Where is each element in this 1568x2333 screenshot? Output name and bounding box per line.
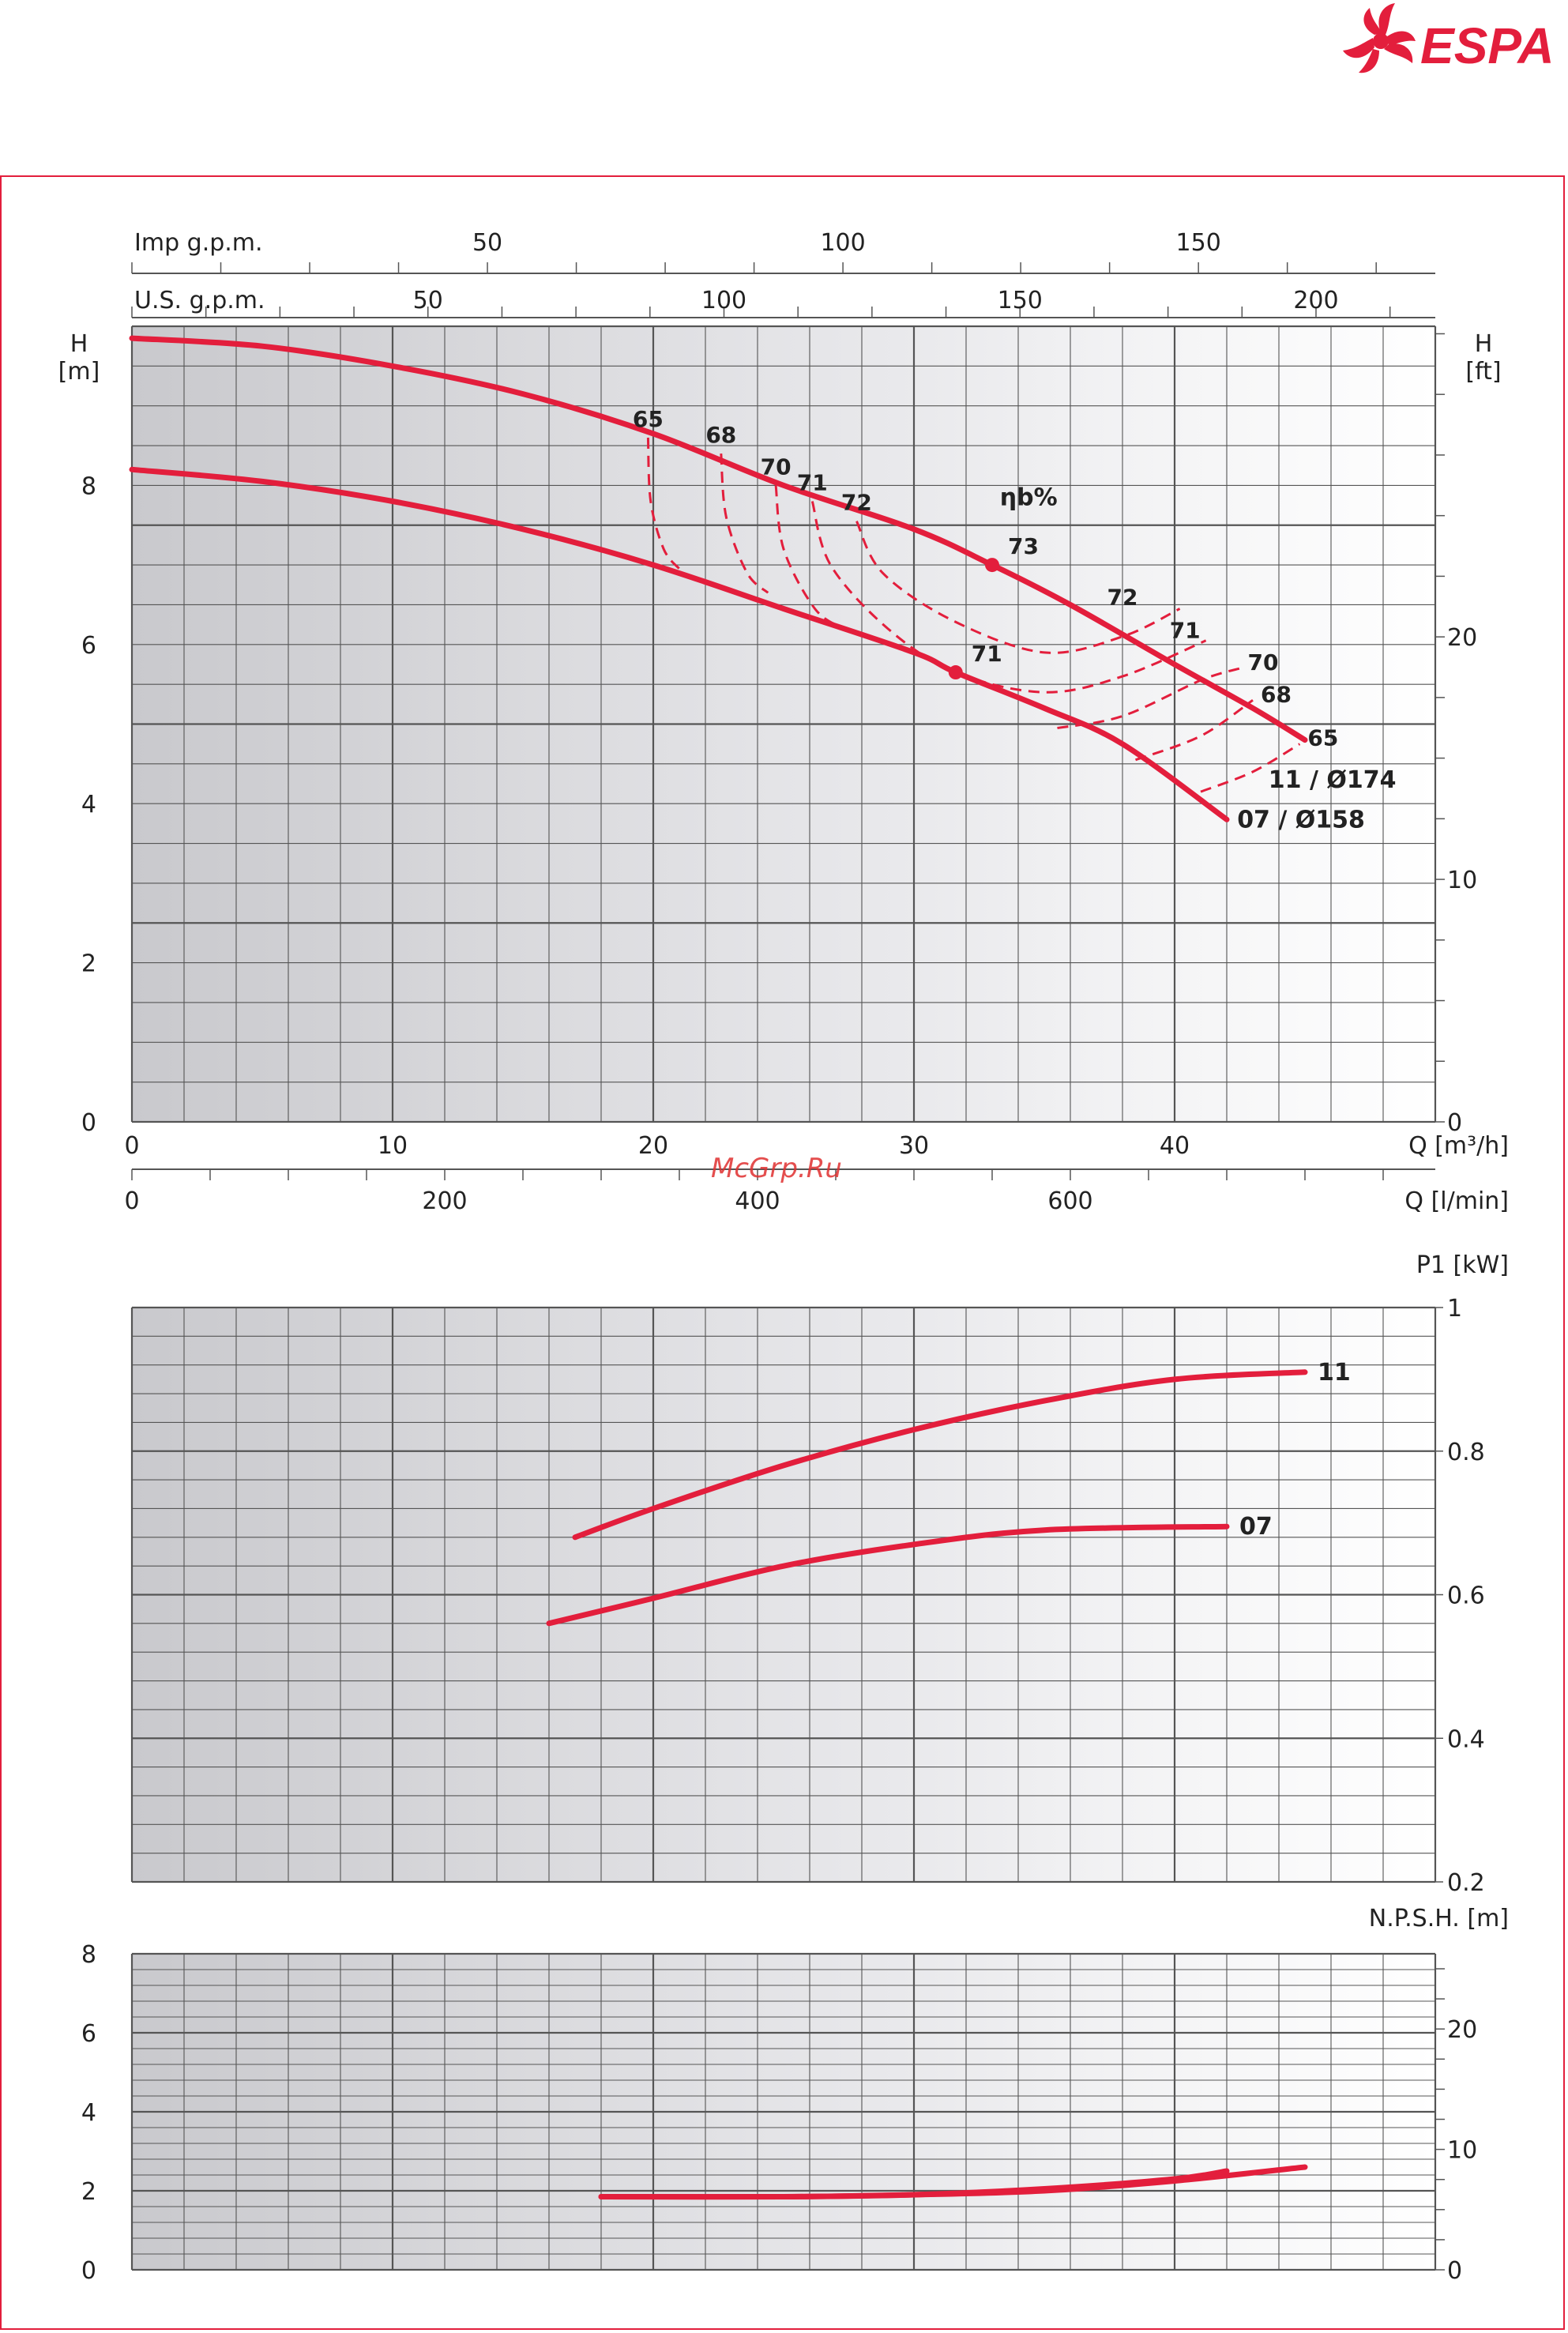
head-ft-tick-label: 20 <box>1447 624 1477 652</box>
lmin-tick-label: 400 <box>735 1187 780 1215</box>
iso-efficiency-label: 72 <box>841 490 872 516</box>
bep-label: 71 <box>972 641 1002 667</box>
head-ft-tick-label: 10 <box>1447 867 1477 894</box>
q-tick-label: 0 <box>124 1132 139 1160</box>
iso-efficiency-curve-68 <box>1134 699 1254 762</box>
npsh-y-tick-label: 0 <box>81 2257 96 2285</box>
usgpm-tick-label: 200 <box>1293 287 1338 314</box>
impgpm-axis-label: Imp g.p.m. <box>134 229 263 257</box>
usgpm-tick-label: 150 <box>998 287 1043 314</box>
npsh-y-label: N.P.S.H. [m] <box>1369 1905 1509 1932</box>
q-tick-label: 30 <box>899 1132 929 1160</box>
head-y-label-line1: H <box>70 330 88 358</box>
lmin-axis-label: Q [l/min] <box>1404 1187 1509 1215</box>
head-curve <box>129 335 1308 743</box>
head-ft-label-line1: H <box>1475 330 1493 358</box>
q-tick-label: 10 <box>378 1132 408 1160</box>
iso-efficiency-label: 68 <box>1261 681 1292 707</box>
head-y-tick-label: 0 <box>81 1109 96 1137</box>
iso-efficiency-label: 70 <box>1248 649 1279 675</box>
npsh-ft-tick-label: 20 <box>1447 2016 1477 2044</box>
iso-efficiency-label: 71 <box>1170 618 1201 644</box>
iso-efficiency-label: 65 <box>1307 725 1338 751</box>
iso-efficiency-curve-68 <box>720 453 769 594</box>
iso-efficiency-label: 70 <box>761 453 792 480</box>
bep-point <box>985 558 999 573</box>
lmin-tick-label: 0 <box>124 1187 139 1215</box>
npsh-curve-07 <box>598 2168 1230 2200</box>
iso-efficiency-label: 65 <box>633 406 664 432</box>
bep-point <box>948 665 963 680</box>
q-axis-label: Q [m³/h] <box>1408 1132 1509 1160</box>
series-label: 11 / Ø174 <box>1269 766 1397 794</box>
espa-fan-icon <box>1343 3 1416 73</box>
usgpm-tick-label: 50 <box>413 287 443 314</box>
lmin-tick-label: 600 <box>1047 1187 1092 1215</box>
power-y-tick-label: 0.6 <box>1447 1582 1485 1610</box>
watermark: McGrp.Ru <box>711 1153 842 1184</box>
iso-efficiency-curve-71 <box>810 501 1207 694</box>
chart-frame <box>0 175 1565 2330</box>
npsh-ft-tick-label: 10 <box>1447 2137 1477 2165</box>
head-y-label-line2: [m] <box>58 358 100 386</box>
head-y-tick-label: 2 <box>81 950 96 978</box>
impgpm-tick-label: 150 <box>1176 229 1221 257</box>
head-y-tick-label: 4 <box>81 791 96 818</box>
iso-efficiency-curve-72 <box>855 521 1181 654</box>
npsh-y-tick-label: 8 <box>81 1941 96 1969</box>
q-tick-label: 40 <box>1160 1132 1190 1160</box>
head-ft-tick-label: 0 <box>1447 1109 1462 1137</box>
iso-efficiency-curve-65 <box>646 437 681 570</box>
impgpm-tick-label: 50 <box>472 229 502 257</box>
q-tick-label: 20 <box>638 1132 668 1160</box>
bep-label: 73 <box>1008 533 1039 559</box>
head-y-tick-label: 8 <box>81 472 96 500</box>
usgpm-axis-label: U.S. g.p.m. <box>134 287 265 314</box>
power-series-label: 11 <box>1318 1359 1351 1387</box>
power-curve-11 <box>572 1369 1308 1541</box>
iso-efficiency-curve-65 <box>1200 743 1301 793</box>
usgpm-tick-label: 100 <box>701 287 746 314</box>
npsh-ft-tick-label: 0 <box>1447 2257 1462 2285</box>
lmin-tick-label: 200 <box>422 1187 467 1215</box>
power-y-tick-label: 0.4 <box>1447 1725 1485 1753</box>
power-y-label: P1 [kW] <box>1416 1251 1509 1279</box>
power-y-tick-label: 1 <box>1447 1295 1462 1323</box>
iso-efficiency-label: 68 <box>705 422 736 448</box>
iso-efficiency-label: 72 <box>1107 584 1138 610</box>
impgpm-tick-label: 100 <box>820 229 865 257</box>
power-y-tick-label: 0.8 <box>1447 1439 1485 1466</box>
espa-logo: ESPA <box>1343 3 1555 74</box>
head-ft-label-line2: [ft] <box>1465 358 1501 386</box>
efficiency-label: ηb% <box>1000 484 1058 512</box>
npsh-y-tick-label: 4 <box>81 2099 96 2127</box>
power-y-tick-label: 0.2 <box>1447 1869 1485 1897</box>
head-curve <box>129 466 1230 822</box>
series-label: 07 / Ø158 <box>1237 806 1365 833</box>
npsh-y-tick-label: 2 <box>81 2178 96 2206</box>
npsh-y-tick-label: 6 <box>81 2020 96 2048</box>
power-curve-07 <box>546 1523 1230 1627</box>
power-series-label: 07 <box>1239 1513 1273 1541</box>
iso-efficiency-label: 71 <box>797 470 828 496</box>
brand-name: ESPA <box>1420 17 1555 74</box>
head-y-tick-label: 6 <box>81 632 96 660</box>
